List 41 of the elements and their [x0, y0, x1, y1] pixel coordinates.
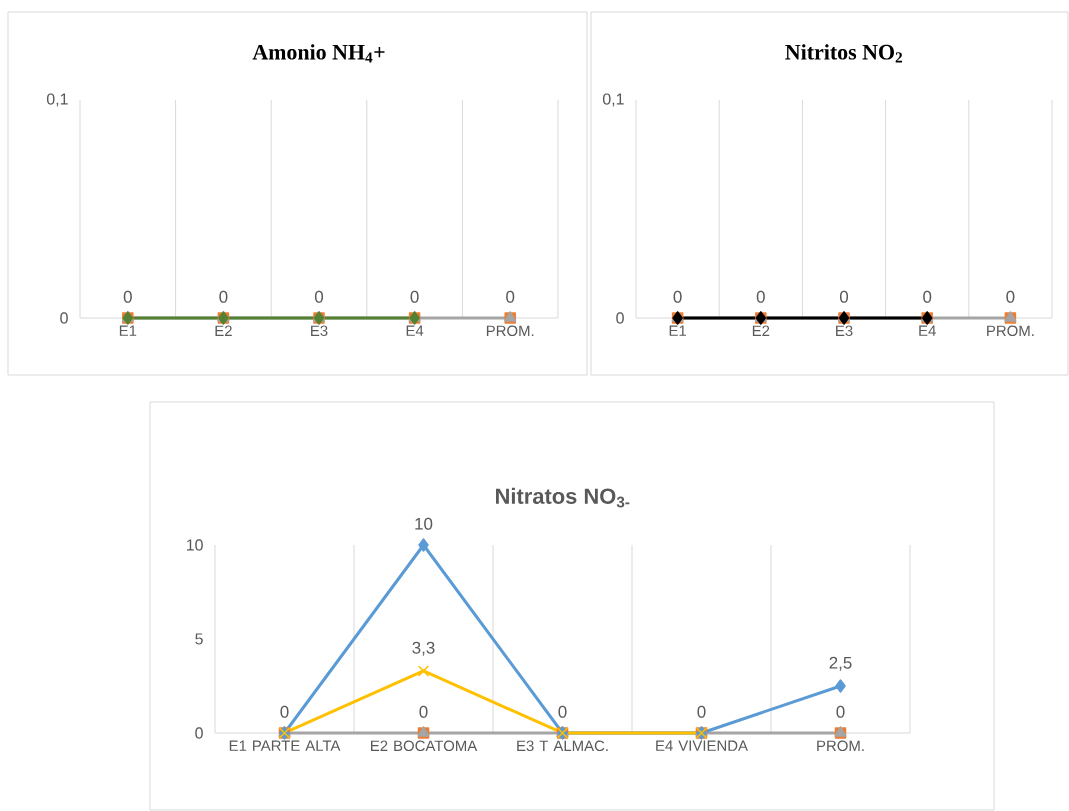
data-label: 0 [410, 290, 419, 303]
data-label: 0 [673, 290, 682, 303]
data-label: 10 [415, 517, 433, 530]
chart-title: Nitritos NO$_{2}$ [785, 44, 903, 63]
x-tick-label: PROM. [987, 325, 1034, 337]
y-tick-label: 10 [186, 539, 203, 551]
data-label: 0 [923, 290, 932, 303]
y-tick-label: 5 [195, 633, 203, 645]
y-tick-label: 0 [195, 727, 203, 739]
x-tick-label: E4 [406, 325, 424, 336]
data-label: 0 [756, 290, 765, 303]
data-label: 0 [836, 705, 845, 718]
data-label: 0 [280, 705, 289, 718]
data-label: 0 [558, 705, 567, 718]
y-tick-label: 0,1 [602, 93, 624, 107]
data-label: 3,3 [412, 641, 435, 656]
data-label: 2,5 [829, 656, 852, 671]
x-tick-label: E3 [311, 325, 328, 337]
x-tick-label: E2 BOCATOMA [371, 740, 478, 752]
data-label: 0 [839, 290, 849, 303]
x-tick-label: E2 [752, 325, 770, 336]
x-tick-label: E1 PARTE ALTA [229, 740, 341, 751]
chart-title: Amonio NH$_{4}$+ [252, 44, 385, 63]
x-tick-label: E3 [836, 325, 853, 337]
data-label: 0 [219, 290, 228, 303]
data-label: 0 [1006, 290, 1015, 303]
x-tick-label: E1 [669, 325, 687, 336]
data-label: 0 [123, 290, 132, 303]
x-tick-label: E2 [215, 325, 232, 336]
x-tick-label: PROM. [486, 325, 534, 337]
x-tick-label: E4 [919, 325, 936, 336]
x-tick-label: E1 [119, 325, 137, 336]
chart-title: Nitratos NO$_{3-}$ [496, 487, 630, 508]
data-label: 0 [419, 705, 428, 718]
x-tick-label: E4 VIVIENDA [656, 740, 748, 751]
data-label: 0 [697, 705, 706, 718]
y-tick-label: 0,1 [46, 93, 68, 107]
x-tick-label: E3 T ALMAC. [517, 740, 608, 752]
data-label: 0 [506, 290, 515, 303]
x-tick-label: PROM. [817, 740, 864, 752]
data-label: 0 [314, 290, 324, 303]
